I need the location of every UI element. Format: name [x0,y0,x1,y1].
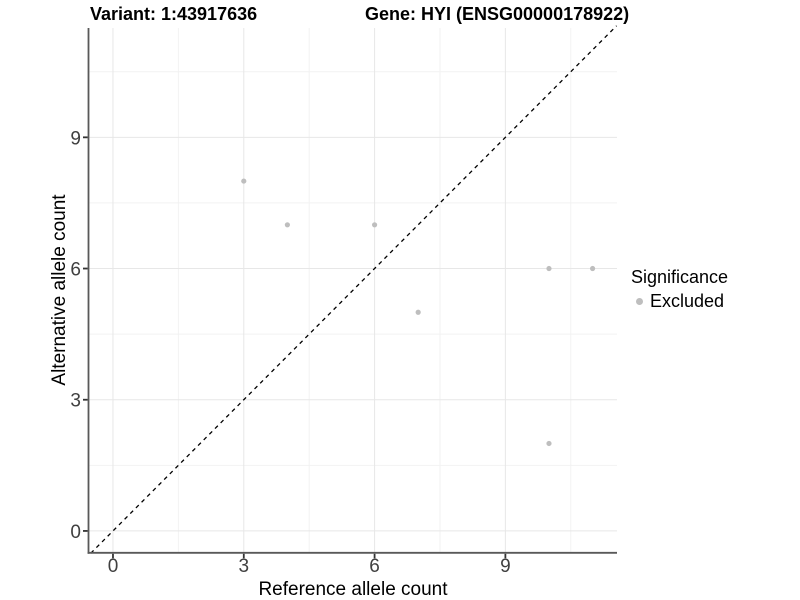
data-point [589,265,596,272]
data-point [371,222,378,228]
y-tick-label: 3 [70,391,81,412]
y-tick-label: 6 [70,260,81,281]
legend-item-excluded: Excluded [631,290,728,312]
plot-title-gene: Gene: HYI (ENSG00000178922) [365,4,630,24]
data-point [415,309,421,315]
y-axis-title: Alternative allele count [49,194,70,386]
legend-key-dot-icon [636,297,643,305]
legend-title: Significance [631,267,729,287]
y-tick-label: 0 [70,522,81,543]
data-point [546,265,552,272]
x-tick-label: 6 [369,556,380,577]
identity-dashed-line [90,25,618,554]
data-point [284,222,290,228]
legend-item-label: Excluded [650,290,725,311]
data-point [546,440,552,447]
x-axis-title: Reference allele count [258,579,448,600]
x-tick-label: 9 [500,556,511,577]
x-tick-label: 3 [238,556,249,577]
data-point [241,178,247,184]
x-tick-label: 0 [108,556,119,577]
legend: Significance Excluded [631,266,728,312]
y-tick-label: 9 [70,128,81,149]
plot-title-variant: Variant: 1:43917636 [90,4,258,24]
